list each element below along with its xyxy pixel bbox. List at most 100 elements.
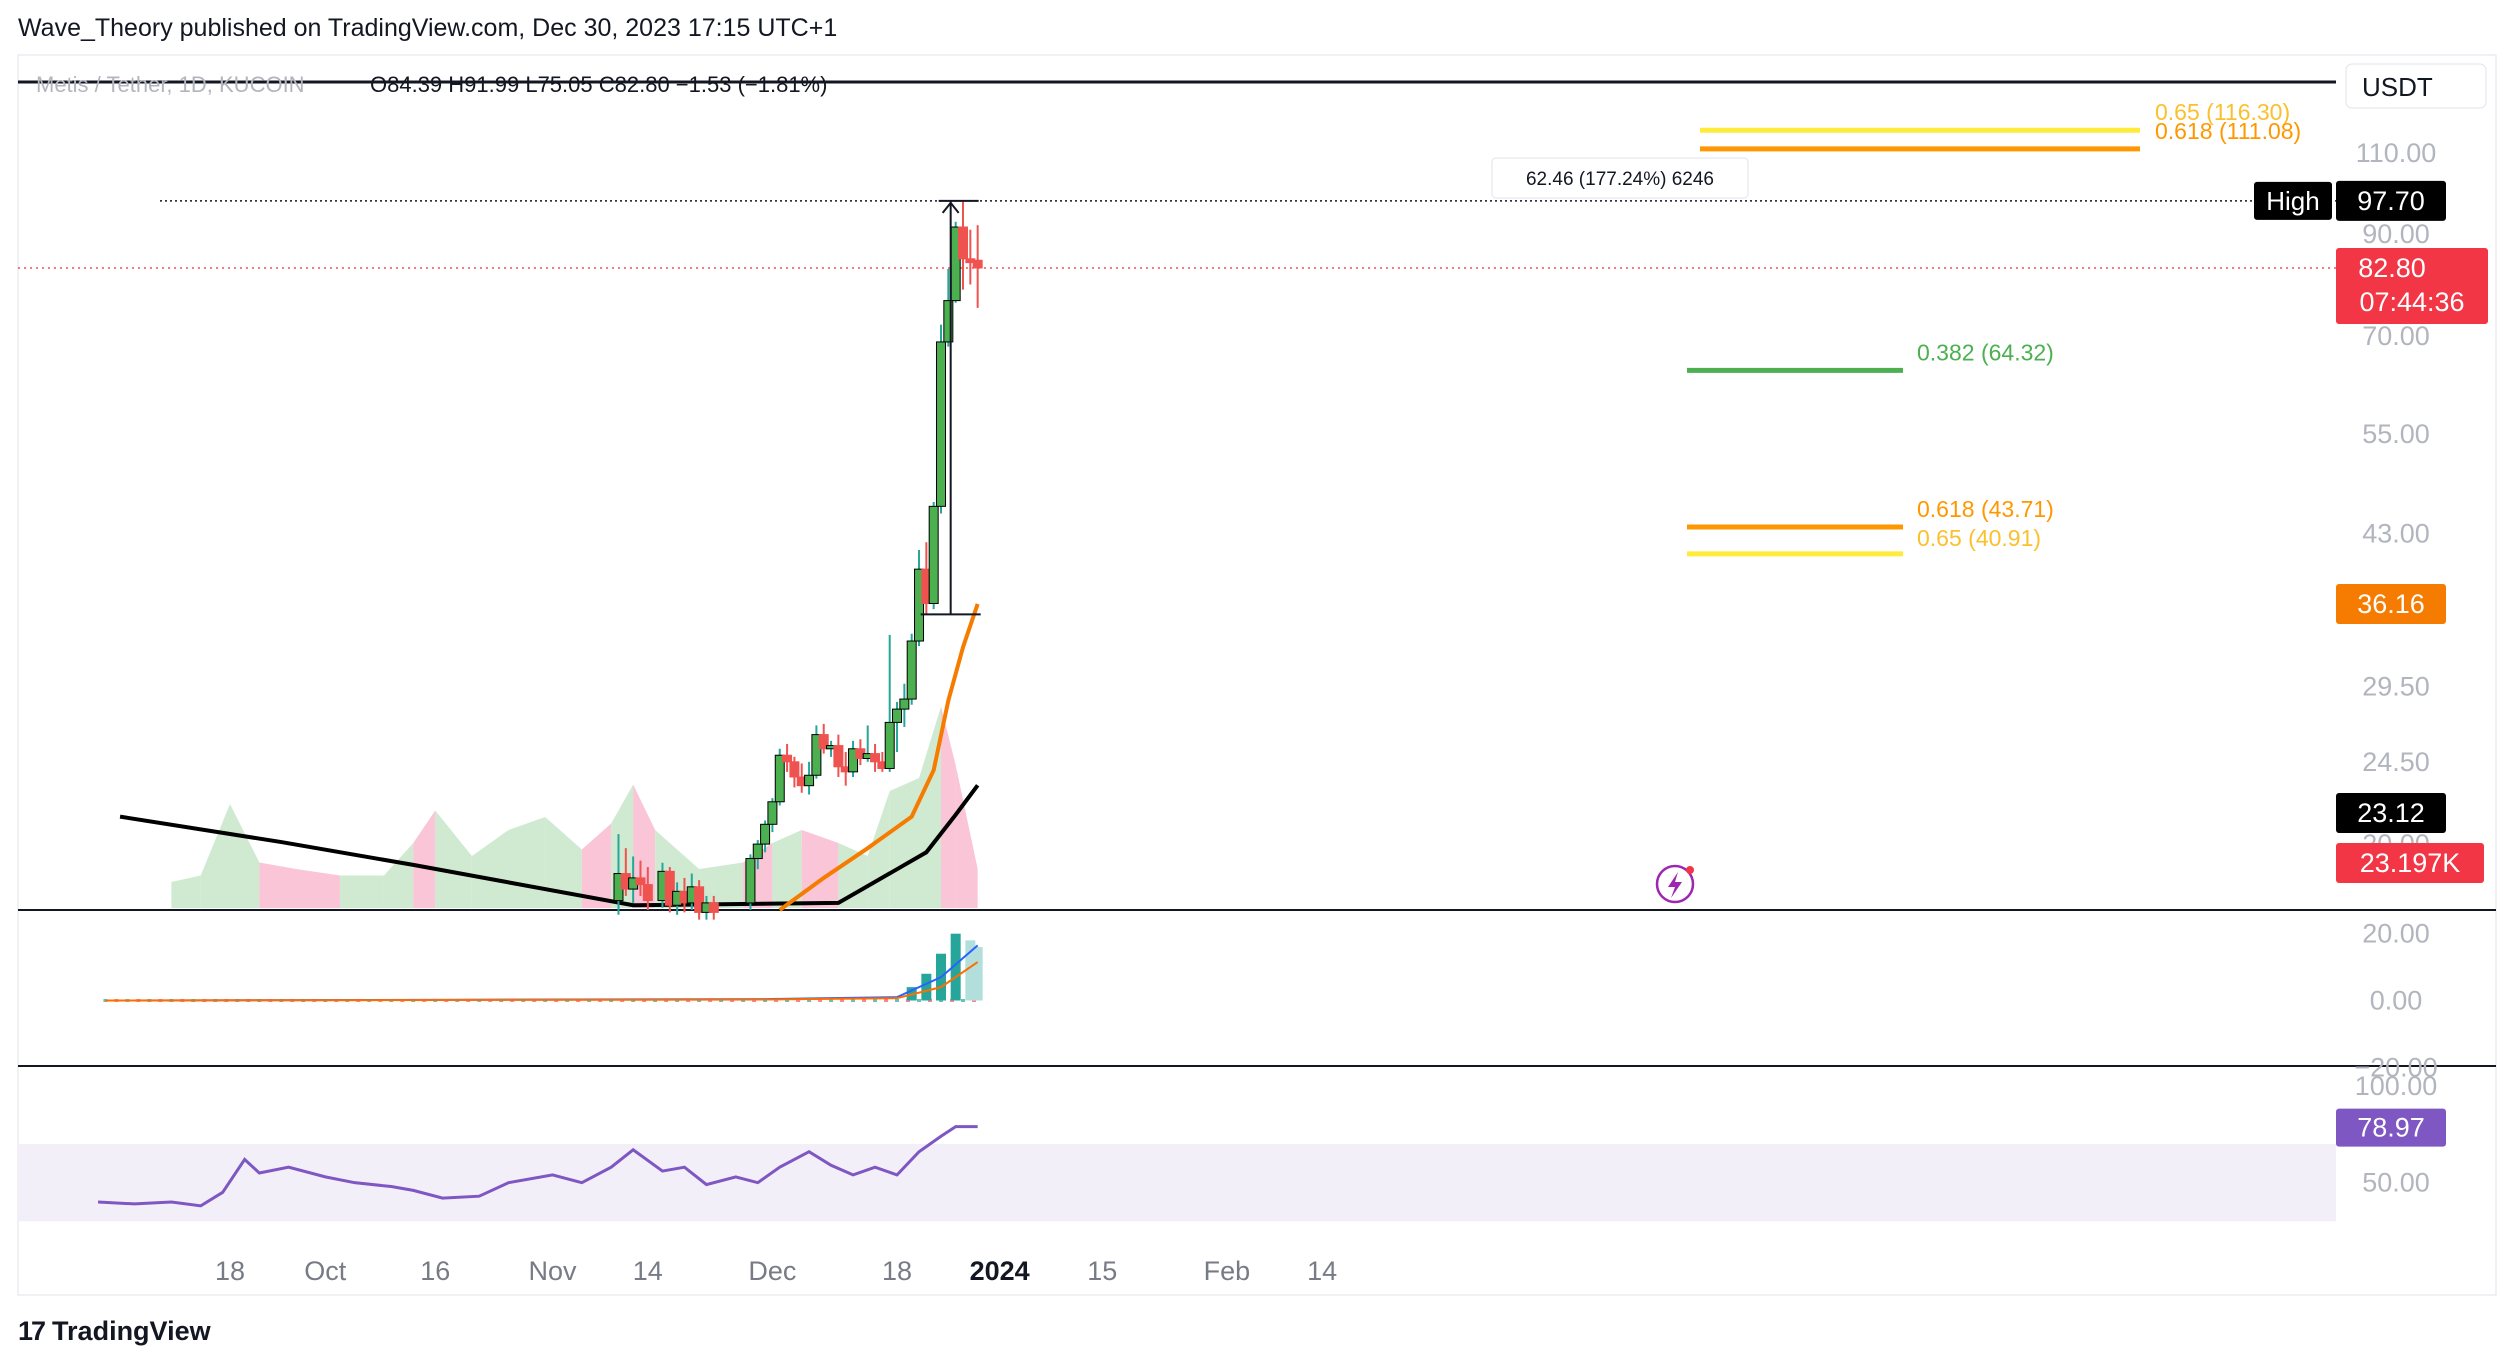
ema-slow-line [119, 784, 980, 908]
currency-label: USDT [2362, 72, 2433, 102]
price-tick-label: 90.00 [2362, 219, 2430, 249]
measure-label: 62.46 (177.24%) 6246 [1526, 169, 1714, 190]
macd-histogram-bar [965, 940, 976, 1001]
bar-countdown: 07:44:36 [2359, 287, 2464, 317]
volume-tag-box [2336, 843, 2484, 883]
candle-body [804, 774, 815, 787]
candle-body [943, 300, 954, 343]
volume-area-segment [919, 706, 942, 908]
ema-fast-tag-box [2336, 583, 2446, 624]
volume-area-segment [383, 843, 414, 908]
candle-body [958, 226, 968, 260]
volume-area-segment [581, 823, 612, 908]
publisher-header: Wave_Theory published on TradingView.com… [18, 14, 838, 42]
macd-histogram-bar [829, 999, 834, 1002]
ema-fast-tag: 36.16 [2357, 589, 2425, 619]
legend-symbol: Metis / Tether, 1D, KUCOIN [36, 72, 305, 97]
rsi-value-tag: 78.97 [2357, 1113, 2425, 1143]
volume-area-segment [435, 810, 472, 908]
time-tick-label: 14 [633, 1256, 663, 1286]
rsi-line [97, 1125, 978, 1208]
volume-area-segment [955, 765, 978, 908]
volume-area-segment [339, 875, 384, 908]
candle-body [906, 640, 917, 700]
macd-histogram-bar [917, 999, 922, 1002]
candle-body [694, 886, 705, 913]
candle-body [760, 823, 771, 845]
candle-body [708, 902, 719, 913]
last-price-tag: 82.80 [2358, 253, 2426, 283]
time-tick-label: Oct [304, 1256, 347, 1286]
macd-histogram-bar [873, 999, 878, 1002]
macd-histogram-bar [862, 999, 867, 1002]
time-tick-label: 14 [1307, 1256, 1337, 1286]
fib-level-label: 0.65 (116.30) [2155, 99, 2290, 125]
volume-area-segment [295, 869, 340, 908]
candle-body [752, 843, 763, 860]
macd-histogram-bar [851, 999, 856, 1002]
candle-body [848, 748, 859, 773]
lightning-bolt-icon [1668, 872, 1682, 898]
rsi-band [18, 1144, 2336, 1222]
price-tick-label: 29.50 [2362, 671, 2430, 701]
volume-profile [171, 706, 978, 908]
currency-button[interactable] [2345, 63, 2487, 109]
time-tick-label: 16 [420, 1256, 450, 1286]
candle-body [774, 754, 785, 803]
time-tick-label: Feb [1204, 1256, 1251, 1286]
ema-fast-line [778, 603, 980, 912]
high-price-tag: 97.70 [2357, 186, 2425, 216]
axes: 110.00 90.00 70.00 55.00 43.00 29.50 24.50 20.0… [215, 138, 2488, 1286]
candle-body [892, 708, 903, 723]
rsi-tag-box [2336, 1108, 2446, 1147]
macd-histogram-bar [895, 999, 900, 1002]
fib-level-label: 0.618 (43.71) [1917, 496, 2054, 522]
macd-tick-label: −20.00 [2354, 1052, 2437, 1082]
price-tick-label: 55.00 [2362, 419, 2430, 449]
time-tick-label: 2024 [970, 1256, 1030, 1286]
candle-body [782, 754, 793, 763]
volume-area-segment [171, 875, 201, 908]
price-tick-label: 110.00 [2356, 138, 2437, 168]
candle-body [664, 870, 675, 906]
price-tick-label: 43.00 [2362, 519, 2430, 549]
price-tick-label: 70.00 [2362, 321, 2430, 351]
measure-arrow-icon [941, 201, 960, 214]
candle-body [818, 734, 829, 750]
volume-area-segment [801, 830, 839, 908]
volume-area-segment [633, 784, 656, 908]
tradingview-brand[interactable]: 17 TradingView [18, 1316, 211, 1347]
candle-body [635, 877, 646, 886]
candle-body [899, 698, 910, 710]
macd-histogram-bar [807, 999, 812, 1002]
candle-body [936, 341, 947, 507]
candle-body [972, 259, 983, 269]
fib-level-label: 0.65 (40.91) [1917, 525, 2041, 551]
time-tick-label: Nov [529, 1256, 578, 1286]
chart-frame [17, 54, 2497, 1296]
time-tick-label: 18 [882, 1256, 912, 1286]
notification-dot-icon [1686, 866, 1694, 874]
time-tick-label: 18 [215, 1256, 245, 1286]
volume-area-segment [889, 778, 920, 908]
macd-histogram-bar [796, 999, 801, 1002]
ema-slow-tag: 23.12 [2357, 798, 2425, 828]
macd-histogram-bar [763, 999, 768, 1002]
brand-name: TradingView [52, 1316, 211, 1346]
last-price-tag-box [2336, 247, 2488, 324]
macd-tick-label: 20.00 [2362, 919, 2430, 949]
volume-area-segment [508, 817, 546, 908]
fib-level-label: 0.382 (64.32) [1917, 339, 2054, 365]
high-tag-label: High [2266, 186, 2319, 216]
volume-area-segment [471, 830, 509, 908]
high-price-tag-box [2336, 180, 2446, 221]
volume-area-segment [699, 862, 744, 908]
volume-area-segment [545, 817, 582, 908]
candle-body [914, 568, 925, 642]
volume-area-segment [230, 804, 260, 908]
fib-level-label: 0.618 (111.08) [2155, 118, 2301, 144]
price-tick-label: 24.50 [2362, 747, 2430, 777]
volume-area-segment [413, 810, 436, 908]
